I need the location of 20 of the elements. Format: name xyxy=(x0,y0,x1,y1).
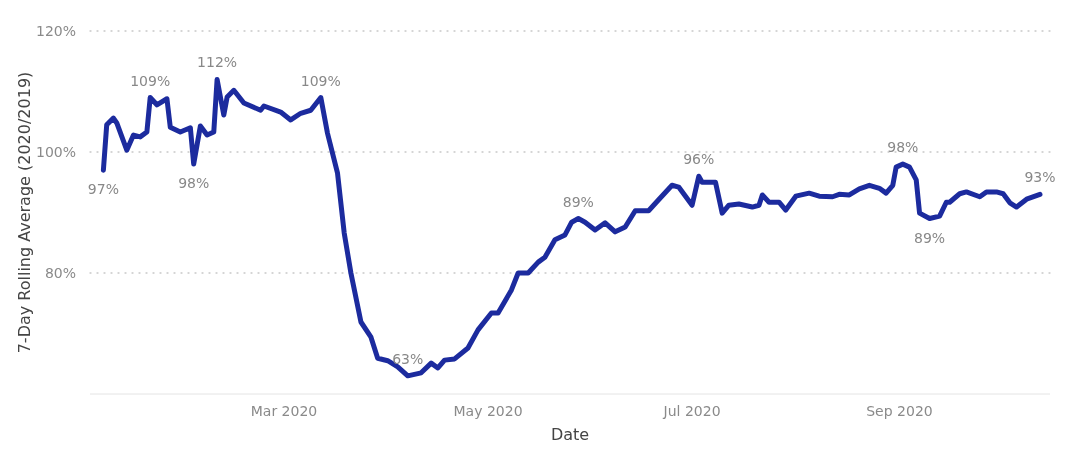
annotation: 89% xyxy=(562,193,594,210)
annotation: 89% xyxy=(914,229,946,246)
y-axis-title: 7-Day Rolling Average (2020/2019) xyxy=(15,71,34,354)
annotation: 109% xyxy=(130,72,171,89)
annotation: 109% xyxy=(300,72,341,89)
annotation: 98% xyxy=(178,175,210,192)
annotation: 97% xyxy=(87,181,119,198)
annotation: 98% xyxy=(887,139,919,156)
x-tick-label: May 2020 xyxy=(453,403,523,419)
x-tick-label: Sep 2020 xyxy=(866,403,933,419)
x-tick-label: Jul 2020 xyxy=(662,403,721,419)
annotation: 93% xyxy=(1024,169,1056,186)
y-tick-label: 120% xyxy=(35,22,76,39)
x-tick-label: Mar 2020 xyxy=(250,403,318,419)
annotation: 63% xyxy=(392,350,424,367)
y-tick-label: 80% xyxy=(44,264,76,281)
annotation: 96% xyxy=(683,151,715,168)
x-axis-title: Date xyxy=(550,425,590,444)
annotation: 112% xyxy=(197,54,238,71)
y-tick-label: 100% xyxy=(35,143,76,160)
